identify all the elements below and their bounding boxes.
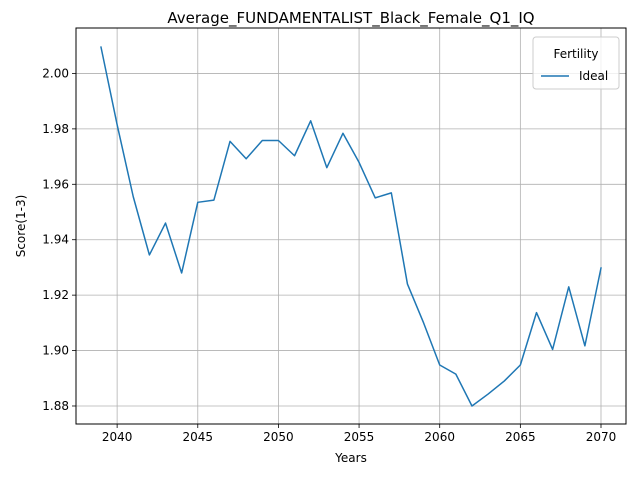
x-axis-label: Years	[334, 451, 367, 465]
legend-entry-label: Ideal	[579, 69, 608, 83]
plot-frame	[75, 27, 627, 425]
legend: Fertility Ideal	[532, 36, 620, 90]
series-line-ideal	[100, 46, 602, 407]
y-tick-label: 2.00	[42, 66, 69, 80]
x-tick-label: 2065	[505, 430, 536, 444]
legend-title: Fertility	[553, 47, 598, 61]
y-tick-label: 1.98	[42, 122, 69, 136]
y-axis-ticks: 1.88 1.90 1.92 1.94 1.96 1.98 2.00	[42, 66, 76, 413]
x-tick-label: 2070	[586, 430, 617, 444]
x-tick-label: 2050	[263, 430, 294, 444]
x-tick-label: 2055	[344, 430, 375, 444]
y-tick-label: 1.96	[42, 177, 69, 191]
y-tick-label: 1.94	[42, 233, 69, 247]
x-tick-label: 2060	[424, 430, 455, 444]
grid-lines	[76, 28, 626, 424]
x-tick-label: 2045	[183, 430, 214, 444]
y-tick-label: 1.88	[42, 399, 69, 413]
y-tick-label: 1.90	[42, 344, 69, 358]
y-axis-label: Score(1-3)	[14, 195, 28, 258]
x-tick-label: 2040	[102, 430, 133, 444]
chart-title: Average_FUNDAMENTALIST_Black_Female_Q1_I…	[167, 9, 534, 28]
x-axis-ticks: 2040 2045 2050 2055 2060 2065 2070	[102, 424, 616, 444]
series-group	[100, 46, 602, 407]
y-tick-label: 1.92	[42, 288, 69, 302]
